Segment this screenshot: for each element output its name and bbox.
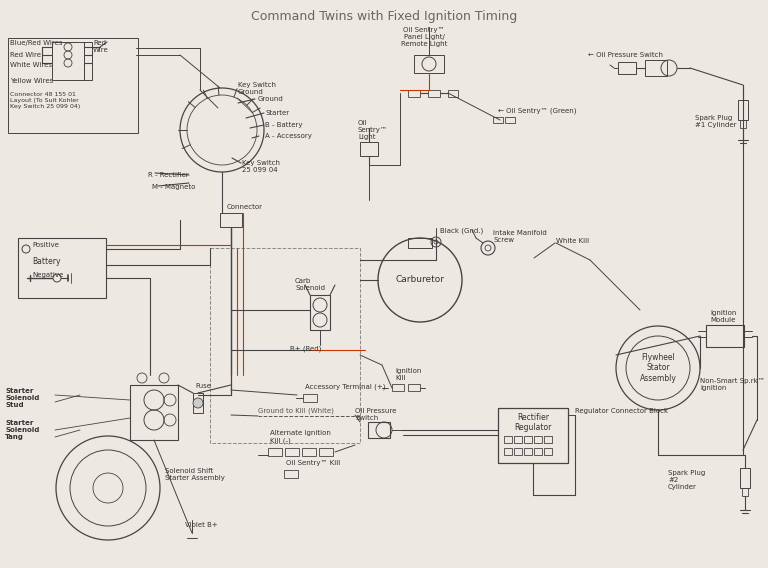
Text: ← Oil Sentry™ (Green): ← Oil Sentry™ (Green) <box>498 108 577 115</box>
Text: White Wires: White Wires <box>10 62 52 68</box>
Bar <box>738 100 748 120</box>
Bar <box>706 325 744 347</box>
Bar <box>534 448 542 455</box>
Bar <box>645 60 667 76</box>
Text: R - Rectifier: R - Rectifier <box>148 172 189 178</box>
Bar <box>448 90 458 97</box>
Text: Flywheel
Stator
Assembly: Flywheel Stator Assembly <box>640 353 677 383</box>
Text: Carb
Solenoid: Carb Solenoid <box>295 278 325 291</box>
Text: Oil Sentry™
Panel Light/
Remote Light: Oil Sentry™ Panel Light/ Remote Light <box>401 27 447 47</box>
Text: Black (Gnd.): Black (Gnd.) <box>440 228 483 235</box>
Text: Ground to Kill (White): Ground to Kill (White) <box>258 408 334 415</box>
Bar <box>514 448 522 455</box>
Bar <box>544 436 552 443</box>
Text: Starter
Solenoid
Tang: Starter Solenoid Tang <box>5 420 39 440</box>
Bar <box>408 90 420 97</box>
Text: Solenoid Shift
Starter Assembly: Solenoid Shift Starter Assembly <box>165 468 225 481</box>
Bar <box>408 238 432 248</box>
Bar <box>268 448 282 456</box>
Text: Key Switch
25 099 04: Key Switch 25 099 04 <box>242 160 280 173</box>
Text: ← Oil Pressure Switch: ← Oil Pressure Switch <box>588 52 663 58</box>
Text: Red
Wire: Red Wire <box>93 40 109 53</box>
Text: Negative: Negative <box>32 272 63 278</box>
Bar <box>428 90 440 97</box>
Text: B - Battery: B - Battery <box>265 122 303 128</box>
Text: Red Wire: Red Wire <box>10 52 41 58</box>
Bar <box>392 384 404 391</box>
Text: Intake Manifold
Screw: Intake Manifold Screw <box>493 230 547 243</box>
Text: Accessory Terminal (+): Accessory Terminal (+) <box>305 384 386 391</box>
Text: Blue/Red Wires: Blue/Red Wires <box>10 40 62 46</box>
Text: Carburetor: Carburetor <box>396 275 445 285</box>
Text: Spark Plug
#1 Cylinder: Spark Plug #1 Cylinder <box>695 115 737 128</box>
Bar <box>534 436 542 443</box>
Bar <box>524 436 532 443</box>
Bar <box>414 55 444 73</box>
Text: Battery: Battery <box>32 257 61 266</box>
Text: Rectifier
Regulator: Rectifier Regulator <box>515 413 551 432</box>
Bar <box>303 394 317 402</box>
Text: Starter: Starter <box>265 110 289 116</box>
Text: Alternate Ignition
Kill (-): Alternate Ignition Kill (-) <box>270 430 331 444</box>
Text: A - Accessory: A - Accessory <box>265 133 312 139</box>
Bar <box>319 448 333 456</box>
Text: Connector 48 155 01
Layout (To Suit Kohler
Key Switch 25 099 04): Connector 48 155 01 Layout (To Suit Kohl… <box>10 92 80 108</box>
Text: Key Switch
Ground: Key Switch Ground <box>238 82 276 95</box>
Text: Ignition
Module: Ignition Module <box>710 310 737 323</box>
Bar <box>285 448 299 456</box>
Text: Regulator Connector Block: Regulator Connector Block <box>575 408 668 414</box>
Bar <box>302 448 316 456</box>
Bar <box>360 142 378 156</box>
Text: Yellow Wires: Yellow Wires <box>10 78 53 84</box>
Text: White Kill: White Kill <box>556 238 589 244</box>
Bar <box>408 384 420 391</box>
Bar <box>618 62 636 74</box>
Bar <box>504 436 512 443</box>
Bar <box>498 408 568 463</box>
Bar <box>220 213 242 227</box>
Text: Fuse: Fuse <box>195 383 211 389</box>
Bar <box>742 488 748 496</box>
Text: Spark Plug
#2
Cylinder: Spark Plug #2 Cylinder <box>668 470 705 490</box>
Circle shape <box>193 398 203 408</box>
Bar <box>740 468 750 488</box>
Bar <box>18 238 106 298</box>
Bar <box>52 42 84 80</box>
Text: M - Magneto: M - Magneto <box>152 184 195 190</box>
Bar <box>514 436 522 443</box>
Bar <box>130 385 178 440</box>
Text: Connector: Connector <box>227 204 263 210</box>
Bar <box>368 422 390 438</box>
Text: Non-Smart Sp.rk™
Ignition: Non-Smart Sp.rk™ Ignition <box>700 378 765 391</box>
Bar <box>310 295 330 330</box>
Text: Oil Pressure
Switch: Oil Pressure Switch <box>355 408 396 421</box>
Bar <box>524 448 532 455</box>
Bar <box>740 120 746 128</box>
Text: B+ (Red): B+ (Red) <box>290 345 321 352</box>
Bar <box>210 248 360 443</box>
Bar <box>8 38 138 133</box>
Bar <box>504 448 512 455</box>
Bar <box>544 448 552 455</box>
Text: Oil
Sentry™
Light: Oil Sentry™ Light <box>358 120 388 140</box>
Bar <box>284 470 298 478</box>
Bar <box>493 117 503 123</box>
Text: Starter
Solenoid
Stud: Starter Solenoid Stud <box>5 388 39 408</box>
Bar <box>84 42 92 80</box>
Text: Command Twins with Fixed Ignition Timing: Command Twins with Fixed Ignition Timing <box>251 10 517 23</box>
Bar <box>193 393 203 413</box>
Bar <box>505 117 515 123</box>
Text: Positive: Positive <box>32 242 59 248</box>
Text: Violet B+: Violet B+ <box>185 522 218 528</box>
Text: Oil Sentry™ Kill: Oil Sentry™ Kill <box>286 460 340 466</box>
Text: Ground: Ground <box>258 96 283 102</box>
Text: Ignition
Kill: Ignition Kill <box>395 368 422 381</box>
